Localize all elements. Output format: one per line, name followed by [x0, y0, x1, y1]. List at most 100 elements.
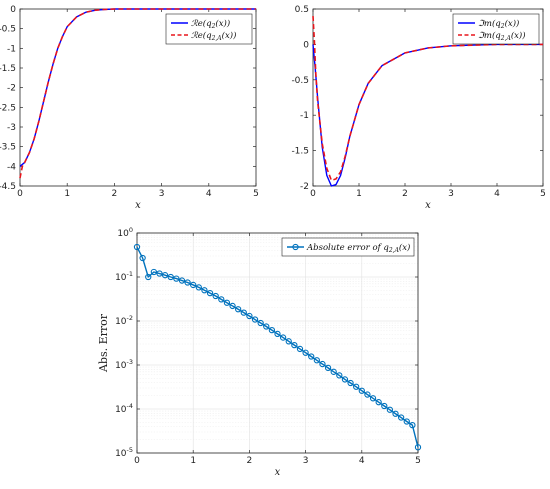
x-tick-label: 1	[356, 189, 362, 199]
x-tick-label: 0	[134, 456, 140, 466]
data-point-marker	[341, 376, 349, 383]
y-tick-label: 0.5	[295, 5, 309, 15]
y-tick-label: -1	[7, 44, 16, 54]
data-point-marker	[190, 281, 197, 289]
data-point-marker	[268, 326, 276, 334]
data-point-marker	[369, 395, 377, 402]
data-point-marker	[353, 383, 360, 390]
x-tick-label: 5	[415, 456, 421, 466]
data-point-marker	[397, 414, 405, 421]
y-tick-label: -4.5	[0, 182, 16, 192]
x-tick-label: 2	[247, 456, 253, 466]
y-tick-label: -3	[7, 123, 16, 133]
y-tick-label: -3.5	[0, 143, 16, 153]
data-point-marker	[167, 273, 174, 281]
y-tick-label: 10-5	[115, 446, 133, 459]
data-point-marker	[296, 345, 304, 353]
data-point-marker	[386, 406, 394, 413]
data-point-marker	[156, 270, 163, 277]
y-tick-label: 100	[117, 226, 133, 239]
legend-box	[281, 237, 415, 257]
x-axis-label: x	[135, 200, 141, 211]
absolute-error-plot: 0 1 2 3 4 5 100 10-1 10-2 10-3 10-4 10-5 x Abs. Error…	[97, 226, 422, 478]
x-tick-label: 2	[402, 189, 408, 199]
data-point-marker	[251, 316, 259, 323]
x-tick-label: 3	[159, 189, 165, 199]
x-axis-label: x	[275, 467, 281, 478]
legend-box	[165, 13, 253, 45]
x-tick-label: 3	[448, 189, 454, 199]
x-tick-label: 0	[310, 189, 316, 199]
imaginary-part-plot: 0 1 2 3 4 5 0.5 0 -0.5 -1 -1.5 -2 x ℑm(q2(x))ℑm(q2,A(…	[291, 5, 545, 211]
x-tick-label: 3	[303, 456, 309, 466]
data-point-marker	[240, 309, 247, 316]
data-point-marker	[308, 353, 315, 360]
series-line	[312, 16, 543, 182]
axes-frame	[312, 8, 544, 187]
data-point-marker	[173, 275, 180, 282]
legend-label: Absolute error of q2,A(x)	[306, 242, 410, 254]
data-point-marker	[330, 368, 337, 375]
y-tick-label: 10-3	[115, 358, 133, 371]
x-axis-label: x	[425, 200, 431, 211]
data-point-marker	[381, 402, 388, 410]
data-point-marker	[201, 287, 208, 294]
y-tick-label: -0.5	[0, 25, 16, 35]
data-point-marker	[139, 254, 146, 262]
data-point-marker	[285, 338, 292, 345]
data-point-marker	[218, 296, 225, 303]
y-tick-label: -2	[7, 84, 16, 94]
x-tick-label: 5	[540, 189, 546, 199]
data-point-marker	[235, 306, 242, 313]
data-point-marker	[184, 279, 191, 286]
data-point-marker	[313, 357, 320, 364]
data-point-marker	[409, 421, 416, 429]
y-axis-label: Abs. Error	[97, 313, 110, 373]
y-tick-label: -2	[300, 182, 309, 192]
x-tick-label: 0	[17, 189, 23, 199]
data-point-marker	[150, 268, 158, 276]
real-part-plot: 0 1 2 3 4 5 0 -0.5 -1 -1.5 -2 -2.5 -3 -3.5 -4 -4.5 x ℛe(q…	[0, 5, 259, 211]
legend-label: ℛe(q2,A(x))	[191, 30, 236, 42]
data-point-marker	[392, 410, 399, 417]
data-point-marker	[324, 364, 332, 372]
legend-label: ℑm(q2,A(x))	[478, 30, 526, 42]
data-point-marker	[145, 273, 152, 281]
x-tick-label: 4	[359, 456, 365, 466]
data-point-marker	[195, 284, 202, 291]
y-tick-label: 10-4	[115, 402, 133, 415]
data-point-marker	[414, 444, 422, 451]
data-point-marker	[257, 319, 264, 327]
data-point-marker	[403, 418, 410, 425]
y-tick-label: 0	[10, 5, 16, 15]
x-tick-label: 4	[206, 189, 212, 199]
data-point-marker	[263, 323, 270, 330]
y-tick-label: -1.5	[291, 147, 309, 157]
y-tick-label: -2.5	[0, 103, 16, 113]
data-point-marker	[206, 289, 214, 297]
legend-label: ℑm(q2(x))	[478, 18, 519, 30]
y-tick-label: 10-1	[115, 270, 133, 283]
data-point-marker	[336, 372, 343, 379]
data-point-marker	[347, 379, 354, 387]
y-tick-label: -0.5	[291, 76, 309, 86]
y-tick-label: 0	[303, 40, 309, 50]
data-point-marker	[375, 399, 382, 406]
x-tick-label: 5	[253, 189, 259, 199]
data-point-marker	[229, 302, 236, 310]
data-point-marker	[133, 243, 141, 251]
y-tick-label: -1	[300, 111, 309, 121]
data-point-marker	[246, 312, 253, 320]
data-point-marker	[274, 330, 281, 338]
legend-box	[452, 13, 540, 45]
data-point-marker	[161, 272, 169, 279]
x-tick-label: 1	[190, 456, 196, 466]
y-tick-label: 10-2	[115, 314, 133, 327]
y-tick-label: -4	[7, 162, 16, 172]
legend-label: ℛe(q2(x))	[191, 18, 230, 30]
x-tick-label: 4	[494, 189, 500, 199]
x-tick-label: 2	[112, 189, 118, 199]
data-point-marker	[302, 349, 309, 356]
